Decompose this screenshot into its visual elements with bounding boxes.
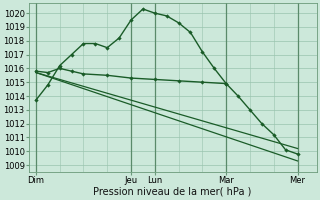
X-axis label: Pression niveau de la mer( hPa ): Pression niveau de la mer( hPa ) xyxy=(93,187,252,197)
